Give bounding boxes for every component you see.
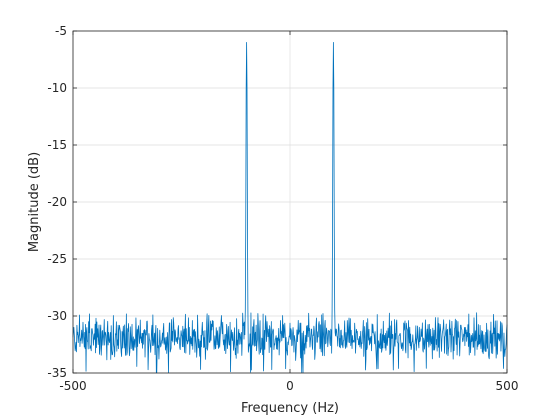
x-tick-label: 500 bbox=[496, 379, 519, 393]
y-tick-label: -20 bbox=[47, 195, 67, 209]
y-tick-label: -15 bbox=[47, 138, 67, 152]
ticks: -500 0 500 -35 -30 -25 -20 -15 -10 -5 bbox=[47, 24, 518, 393]
spectrum-line bbox=[72, 42, 508, 374]
y-tick-label: -10 bbox=[47, 81, 67, 95]
y-tick-label: -30 bbox=[47, 309, 67, 323]
y-axis-label: Magnitude (dB) bbox=[27, 152, 42, 252]
y-tick-label: -35 bbox=[47, 366, 67, 380]
y-tick-label: -5 bbox=[55, 24, 67, 38]
series-group bbox=[72, 42, 508, 374]
x-axis-label: Frequency (Hz) bbox=[241, 401, 339, 416]
x-tick-label: -500 bbox=[59, 379, 86, 393]
y-tick-label: -25 bbox=[47, 252, 67, 266]
x-tick-label: 0 bbox=[286, 379, 294, 393]
